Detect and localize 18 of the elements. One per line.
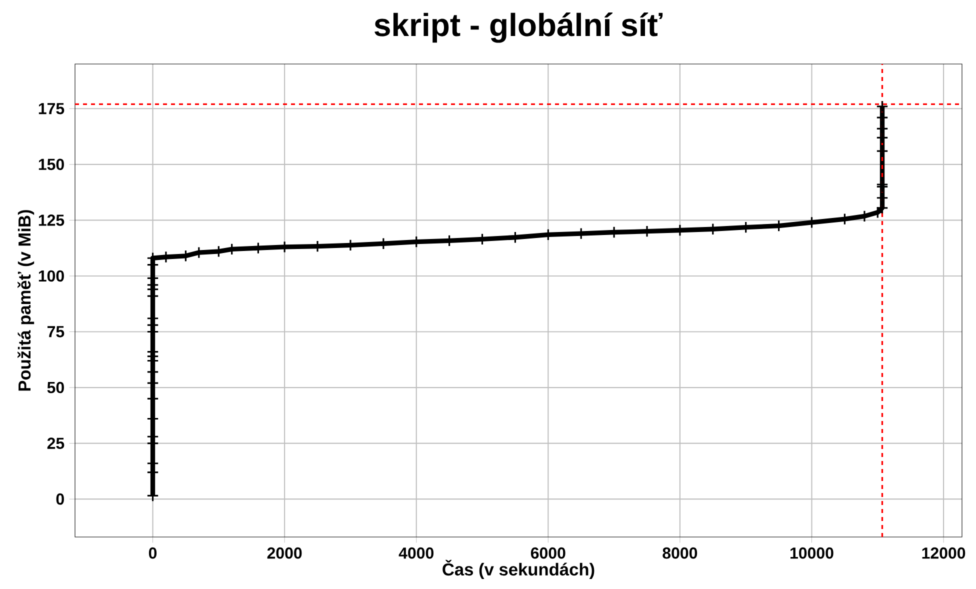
y-tick-label: 125 [38, 214, 64, 226]
x-axis-title: Čas (v sekundách) [442, 560, 594, 580]
x-tick-label: 12000 [922, 547, 966, 559]
y-tick-label: 100 [38, 270, 64, 282]
x-tick-label: 10000 [790, 547, 834, 559]
y-tick-label: 75 [48, 326, 64, 338]
x-tick-label: 2000 [267, 547, 302, 559]
x-tick-label: 4000 [398, 547, 434, 559]
y-tick-label: 50 [47, 382, 64, 394]
y-tick-label: 175 [38, 103, 64, 114]
x-tick-label: 6000 [530, 547, 566, 559]
y-tick-label: 25 [47, 438, 64, 449]
x-tick-label: 8000 [662, 547, 698, 559]
x-tick-label: 0 [148, 547, 157, 559]
y-axis-title: Použitá paměť (v MiB) [18, 210, 34, 391]
y-tick-label: 150 [38, 158, 64, 170]
chart-title: skript - globální síť [374, 12, 663, 43]
y-tick-label: 0 [56, 493, 64, 505]
